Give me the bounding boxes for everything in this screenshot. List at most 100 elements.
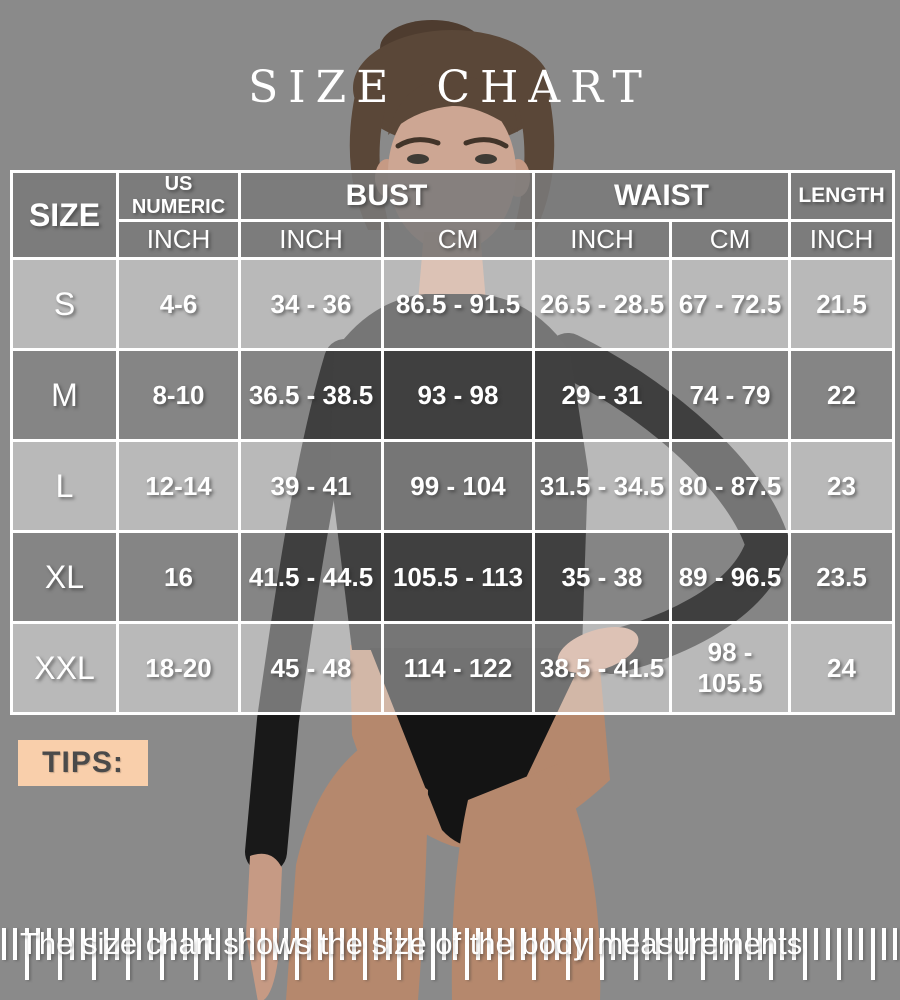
ruler-tick (250, 928, 255, 960)
unit-us-numeric: INCH (116, 219, 241, 260)
ruler-tick (870, 928, 875, 980)
ruler-tick (441, 928, 446, 960)
cell-us-numeric: 16 (116, 530, 241, 624)
ruler-tick (611, 928, 616, 960)
ruler-tick (464, 928, 469, 980)
cell-waist-inch: 26.5 - 28.5 (532, 257, 673, 351)
unit-waist-cm: CM (669, 219, 792, 260)
ruler-tick (69, 928, 74, 960)
cell-us-numeric: 18-20 (116, 621, 241, 715)
cell-us-numeric: 12-14 (116, 439, 241, 533)
table-row-m: M 8-10 36.5 - 38.5 93 - 98 29 - 31 74 - … (10, 348, 896, 442)
ruler-tick (13, 928, 18, 960)
ruler-tick (2, 928, 6, 960)
cell-size: M (10, 348, 119, 442)
ruler-tick (396, 928, 401, 980)
ruler-tick (724, 928, 728, 960)
ruler-tick (645, 928, 650, 960)
model-hair-fringe (388, 76, 518, 135)
ruler-tick (351, 928, 356, 960)
ruler-tick (735, 928, 740, 980)
ruler-tick (701, 928, 706, 980)
cell-bust-inch: 34 - 36 (238, 257, 384, 351)
unit-waist-inch: INCH (532, 219, 673, 260)
cell-length-inch: 21.5 (788, 257, 896, 351)
ruler-tick (859, 928, 864, 960)
ruler-tick (893, 928, 898, 960)
ruler-tick (340, 928, 345, 960)
ruler-tick (261, 928, 266, 980)
tips-text: The size chart shows the size of the bod… (20, 816, 880, 1000)
header-bust: BUST (237, 170, 536, 222)
ruler-tick (712, 928, 717, 960)
cell-bust-inch: 36.5 - 38.5 (238, 348, 384, 442)
ruler-tick (159, 928, 164, 980)
ruler-tick (757, 928, 762, 960)
header-size: SIZE (10, 170, 119, 260)
cell-us-numeric: 8-10 (116, 348, 241, 442)
ruler-tick (588, 928, 593, 960)
cell-length-inch: 23.5 (788, 530, 896, 624)
header-us-numeric: US NUMERIC (116, 170, 241, 222)
ruler-tick (205, 928, 210, 960)
ruler-tick (58, 928, 63, 980)
ruler-tick (171, 928, 176, 960)
table-row-s: S 4-6 34 - 36 86.5 - 91.5 26.5 - 28.5 67… (10, 257, 896, 351)
ruler-tick (498, 928, 503, 980)
ruler-tick (24, 928, 29, 980)
ruler-tick (848, 928, 853, 960)
ruler-tick (284, 928, 289, 960)
cell-size: XL (10, 530, 119, 624)
ruler-tick (836, 928, 841, 980)
ruler-tick (532, 928, 537, 980)
cell-waist-inch: 29 - 31 (532, 348, 673, 442)
ruler-tick (430, 928, 435, 980)
ruler-tick (475, 928, 480, 960)
ruler-tick (80, 928, 85, 960)
cell-bust-cm: 93 - 98 (380, 348, 536, 442)
cell-size: XXL (10, 621, 119, 715)
ruler-tick (295, 928, 300, 980)
cell-bust-cm: 105.5 - 113 (380, 530, 536, 624)
cell-bust-inch: 39 - 41 (238, 439, 384, 533)
cell-waist-cm: 67 - 72.5 (669, 257, 792, 351)
ruler-tick (329, 928, 334, 980)
cell-length-inch: 24 (788, 621, 896, 715)
table-row-xl: XL 16 41.5 - 44.5 105.5 - 113 35 - 38 89… (10, 530, 896, 624)
cell-bust-inch: 41.5 - 44.5 (238, 530, 384, 624)
ruler-tick (656, 928, 661, 960)
cell-us-numeric: 4-6 (116, 257, 241, 351)
ruler-tick (814, 928, 819, 960)
ruler-tick (385, 928, 390, 960)
ruler-tick (622, 928, 627, 960)
ruler-tick (137, 928, 142, 960)
cell-length-inch: 23 (788, 439, 896, 533)
ruler-tick (543, 928, 548, 960)
tips-label: TIPS: (18, 740, 148, 786)
ruler-tick (238, 928, 243, 960)
ruler-tick (227, 928, 232, 980)
cell-length-inch: 22 (788, 348, 896, 442)
ruler-tick (216, 928, 221, 960)
cell-bust-inch: 45 - 48 (238, 621, 384, 715)
cell-waist-inch: 38.5 - 41.5 (532, 621, 673, 715)
cell-waist-inch: 31.5 - 34.5 (532, 439, 673, 533)
ruler-tick (825, 928, 830, 960)
ruler-tick (453, 928, 458, 960)
ruler-tick (182, 928, 187, 960)
page-title: SIZE CHART (248, 62, 652, 113)
ruler-tick (769, 928, 774, 980)
header-length: LENGTH (788, 170, 896, 222)
ruler-tick (272, 928, 277, 960)
ruler-tick (599, 928, 604, 980)
ruler-tick (419, 928, 424, 960)
ruler-tick (633, 928, 638, 980)
ruler-tick (566, 928, 571, 980)
ruler-tick (35, 928, 40, 960)
ruler-tick (678, 928, 683, 960)
unit-bust-inch: INCH (238, 219, 384, 260)
ruler-tick (114, 928, 119, 960)
cell-waist-cm: 98 - 105.5 (669, 621, 792, 715)
ruler-tick (306, 928, 311, 960)
